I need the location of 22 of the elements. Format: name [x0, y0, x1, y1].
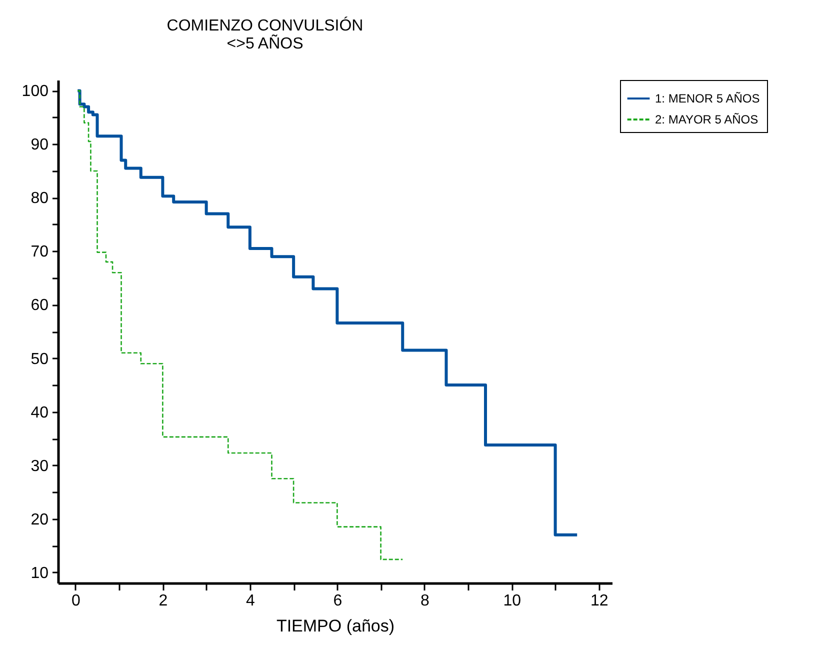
x-axis-title: TIEMPO (años) [276, 616, 395, 636]
x-tick-label: 4 [246, 592, 255, 610]
x-tick-label: 10 [503, 592, 522, 610]
legend-label: 1: MENOR 5 AÑOS [655, 92, 760, 106]
x-tick-label: 12 [590, 592, 608, 610]
y-tick-label: 10 [30, 564, 49, 582]
y-tick-label: 60 [30, 297, 49, 314]
y-tick-label: 50 [30, 350, 49, 368]
x-tick-label: 8 [420, 592, 430, 610]
chart-subtitle: <>5 AÑOS [226, 34, 304, 52]
y-tick-label: 100 [22, 83, 49, 100]
y-tick-label: 30 [30, 458, 49, 475]
x-tick-label: 0 [71, 592, 80, 610]
y-tick-label: 90 [30, 136, 49, 154]
y-tick-label: 70 [30, 244, 49, 261]
chart-title: COMIENZO CONVULSIÓN [166, 16, 364, 34]
legend-label: 2: MAYOR 5 AÑOS [655, 112, 758, 126]
x-tick-label: 6 [333, 592, 342, 610]
y-tick-label: 20 [30, 511, 49, 528]
y-tick-label: 80 [30, 190, 49, 208]
x-tick-label: 2 [158, 592, 168, 610]
y-tick-label: 40 [30, 404, 49, 422]
